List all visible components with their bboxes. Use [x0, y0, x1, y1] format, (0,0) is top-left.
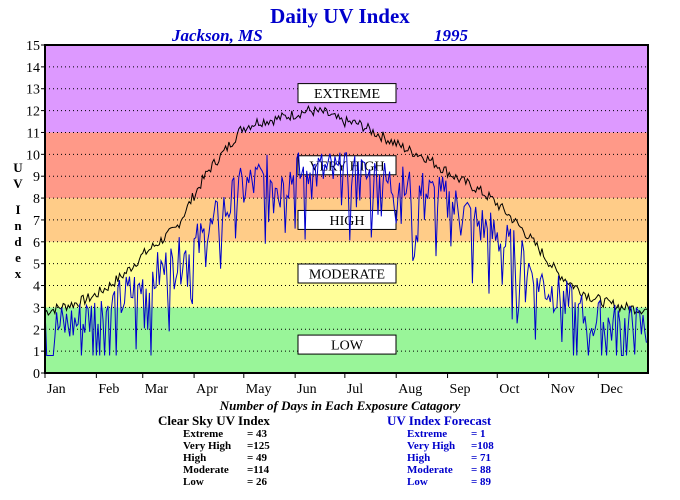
stats-row: Extreme = 43 [183, 428, 270, 440]
stats-row-label: Extreme [183, 428, 224, 440]
stats-forecast: UV Index Forecast Extreme = 1 Very High =10… [387, 413, 494, 488]
uv-index-chart: Daily UV Index Jackson, MS 1995 LOW MODER… [13, 4, 649, 397]
stats-row-value: =108 [471, 440, 494, 452]
svg-text:HIGH: HIGH [330, 214, 365, 229]
x-tick-label-sep: Sep [450, 382, 471, 397]
x-tick-label-jul: Jul [347, 382, 363, 397]
x-tick-label-apr: Apr [196, 382, 218, 397]
stats-forecast-header: UV Index Forecast [387, 413, 492, 428]
x-tick-label-feb: Feb [98, 382, 119, 397]
stats-row: Low = 89 [407, 476, 494, 488]
stats-row: Very High =108 [407, 440, 494, 452]
stats-row: Moderate = 88 [407, 464, 494, 476]
band-label-extreme: EXTREME [297, 83, 397, 104]
x-tick-label-dec: Dec [600, 382, 623, 397]
y-tick-label: 8 [33, 192, 40, 207]
stats-row-label: High [407, 452, 431, 464]
stats-row-label: Moderate [183, 464, 229, 476]
y-tick-label: 1 [33, 345, 40, 360]
stats-row-label: Moderate [407, 464, 453, 476]
series-forecast-line [44, 152, 649, 356]
y-tick-label: 6 [33, 236, 40, 251]
plot-frame [44, 44, 649, 374]
stats-row-value: = 1 [471, 428, 486, 440]
y-tick-label: 15 [26, 39, 40, 54]
stats-row: High = 49 [183, 452, 270, 464]
stats-row-value: =114 [247, 464, 270, 476]
svg-text:EXTREME: EXTREME [314, 87, 380, 102]
gridlines [45, 66, 648, 352]
x-tick-label-oct: Oct [499, 382, 519, 397]
x-tick-label-nov: Nov [551, 382, 575, 397]
y-tick-label: 13 [26, 83, 40, 98]
stats-row-label: Very High [407, 440, 456, 452]
x-tick-label-aug: Aug [398, 382, 422, 397]
stats-row-label: Low [183, 476, 204, 488]
stats-row-value: = 26 [247, 476, 268, 488]
y-tick-label: 7 [33, 214, 40, 229]
stats-row-value: =125 [247, 440, 270, 452]
y-tick-label: 0 [33, 367, 40, 382]
stats-row-value: = 89 [471, 476, 492, 488]
y-tick-label: 10 [26, 148, 40, 163]
y-tick-label: 9 [33, 170, 40, 185]
stats-row-value: = 71 [471, 452, 492, 464]
x-tick-label-mar: Mar [145, 382, 169, 397]
stats-row: High = 71 [407, 452, 494, 464]
svg-text:LOW: LOW [331, 339, 364, 354]
chart-title: Daily UV Index [270, 4, 410, 28]
chart-location: Jackson, MS [171, 26, 263, 45]
stats-row-label: Low [407, 476, 428, 488]
y-tick-label: 12 [26, 105, 40, 120]
y-tick-label: 5 [33, 258, 40, 273]
y-tick-label: 2 [33, 323, 40, 338]
series-lines [44, 104, 649, 356]
band-label-low: LOW [297, 334, 397, 355]
stats-row-value: = 88 [471, 464, 492, 476]
svg-text:MODERATE: MODERATE [309, 268, 385, 283]
stats-row: Moderate =114 [183, 464, 270, 476]
series-clear-sky-line [44, 104, 649, 316]
y-tick-label: 3 [33, 301, 40, 316]
y-tick-label: 14 [26, 61, 40, 76]
stats-row-label: High [183, 452, 207, 464]
x-tick-label-jan: Jan [47, 382, 66, 397]
stats-clear-sky-header: Clear Sky UV Index [158, 413, 270, 428]
stats-row-label: Very High [183, 440, 232, 452]
stats-title: Number of Days in Each Exposure Catagory [219, 398, 461, 413]
y-tick-label: 11 [27, 126, 40, 141]
stats-row-value: = 49 [247, 452, 268, 464]
stats-row: Very High =125 [183, 440, 270, 452]
stats-row-label: Extreme [407, 428, 448, 440]
band-label-moderate: MODERATE [297, 263, 397, 284]
stats-row: Extreme = 1 [407, 428, 494, 440]
y-tick-label: 4 [33, 280, 40, 295]
stats-row: Low = 26 [183, 476, 270, 488]
x-tick-label-may: May [246, 382, 272, 397]
chart-year: 1995 [434, 26, 469, 45]
stats-clear-sky: Clear Sky UV Index Extreme = 43 Very High =… [158, 413, 270, 488]
stats-row-value: = 43 [247, 428, 268, 440]
x-tick-label-jun: Jun [297, 382, 316, 397]
